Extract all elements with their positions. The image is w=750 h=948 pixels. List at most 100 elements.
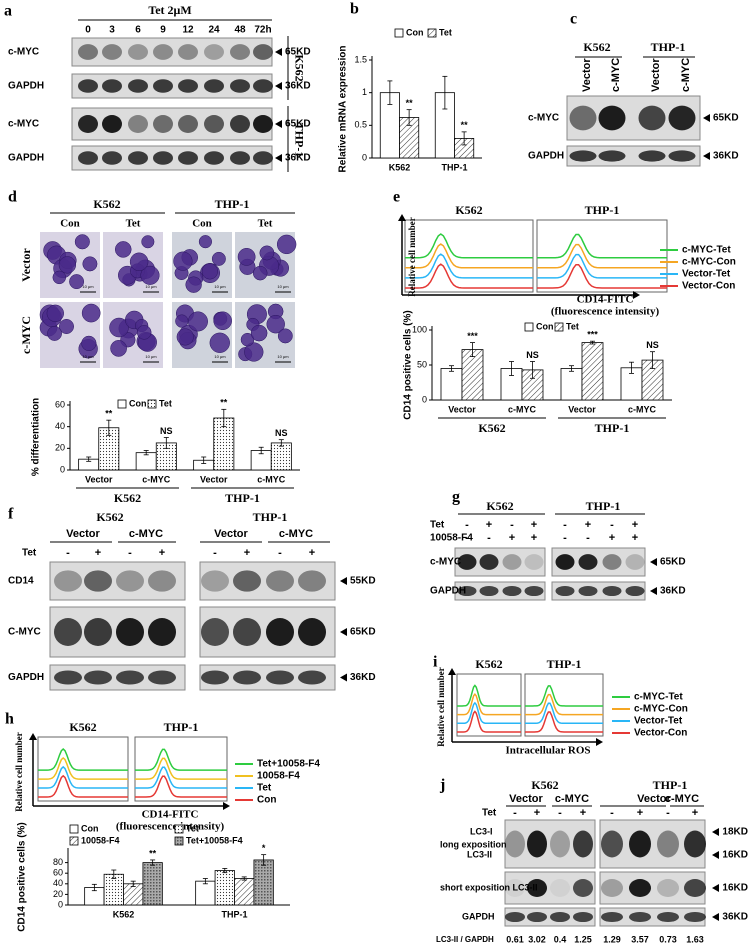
band (230, 151, 250, 165)
significance: *** (587, 330, 598, 340)
histogram (537, 263, 667, 289)
group-label: K562 (478, 421, 505, 435)
band-size: 65KD (285, 47, 311, 58)
band (178, 79, 198, 93)
group-label: THP-1 (595, 421, 630, 435)
band (601, 879, 623, 897)
blot (551, 581, 646, 601)
band (233, 670, 261, 685)
legend-label: c-MYC-Tet (682, 245, 731, 256)
row-label: Vector (19, 248, 33, 282)
band (668, 105, 696, 131)
band (128, 151, 148, 165)
bar (581, 342, 604, 401)
legend-swatch (147, 399, 157, 409)
legend-swatch (174, 836, 184, 846)
legend-label: Vector-Tet (634, 716, 683, 727)
band (84, 618, 112, 646)
ratio-value: 1.63 (686, 934, 704, 944)
scale-label: 10 μm (82, 284, 94, 289)
bar (214, 870, 235, 906)
row-label: GAPDH (462, 911, 495, 921)
lane-label: c-MYC (555, 793, 589, 805)
band (638, 105, 666, 131)
arrowhead (712, 828, 719, 836)
band (573, 911, 593, 923)
band (479, 585, 499, 597)
legend-label: Tet (159, 398, 172, 408)
band (457, 585, 477, 597)
bar (440, 368, 463, 401)
band (128, 79, 148, 93)
row-label: c-MYC (8, 119, 39, 130)
lane-label: Vector (509, 793, 543, 805)
histogram (135, 775, 227, 798)
flow-panel (524, 673, 604, 737)
x-tick-label: Vector (85, 474, 113, 484)
row-label: GAPDH (528, 151, 564, 162)
legend-label: c-MYC-Con (682, 257, 736, 268)
cell (74, 234, 90, 250)
legend-swatch (524, 322, 534, 332)
band (233, 618, 261, 646)
sign: - (510, 519, 514, 531)
cell-line: THP-1 (292, 123, 306, 158)
histogram (38, 747, 128, 771)
condition: Tet (258, 218, 273, 230)
panel-letter: h (5, 711, 14, 728)
cell-line: K562 (96, 510, 123, 524)
cell (141, 235, 155, 249)
band (116, 618, 144, 646)
band-label: LC3-II (467, 849, 492, 859)
band (569, 105, 597, 131)
row-label: long exposition (440, 839, 507, 849)
band (178, 115, 198, 133)
sign: + (692, 807, 698, 819)
sign: + (609, 532, 615, 544)
y-tick-label: 100 (412, 324, 427, 334)
x-tick-label: Vector (448, 404, 476, 414)
band (204, 44, 224, 60)
x-tick-label: c-MYC (628, 404, 657, 414)
row-label: C-MYC (8, 627, 41, 638)
arrowhead (448, 668, 456, 675)
y-tick-label: 0 (362, 152, 367, 162)
x-tick-label: K562 (389, 162, 411, 172)
y-axis-label: % differentiation (31, 398, 42, 476)
sign: + (632, 532, 638, 544)
band (598, 105, 626, 131)
cell-line: K562 (292, 54, 306, 81)
lane-label: c-MYC (665, 793, 699, 805)
legend-label: Con (257, 795, 276, 806)
band (629, 879, 651, 897)
sign: - (278, 547, 282, 559)
cell (176, 328, 194, 346)
band (573, 879, 593, 897)
significance: ** (105, 409, 113, 419)
x-axis-label: CD14-FITC (577, 294, 634, 306)
band (298, 570, 326, 592)
cell (81, 303, 101, 323)
x-tick-label: c-MYC (508, 404, 537, 414)
x-tick-label: c-MYC (257, 474, 286, 484)
y-tick-label: 40 (53, 878, 63, 888)
histogram (38, 765, 128, 789)
band-size: 36KD (285, 81, 311, 92)
flow-panel (536, 219, 668, 293)
histogram (525, 702, 603, 725)
band-size: 36KD (350, 672, 376, 683)
timepoint: 48 (234, 25, 246, 36)
histogram (38, 756, 128, 780)
bar (461, 349, 484, 401)
treatment: 10058-F4 (430, 533, 473, 544)
lane-label: c-MYC (610, 58, 622, 92)
x-axis-label: (fluorescence intensity) (116, 821, 225, 833)
band (505, 911, 525, 923)
band (102, 115, 122, 133)
histogram (525, 693, 603, 716)
significance: ** (461, 120, 469, 130)
scale-label: 10 μm (145, 354, 157, 359)
cell (82, 256, 98, 272)
y-tick-label: 20 (53, 889, 63, 899)
cell (175, 314, 189, 328)
